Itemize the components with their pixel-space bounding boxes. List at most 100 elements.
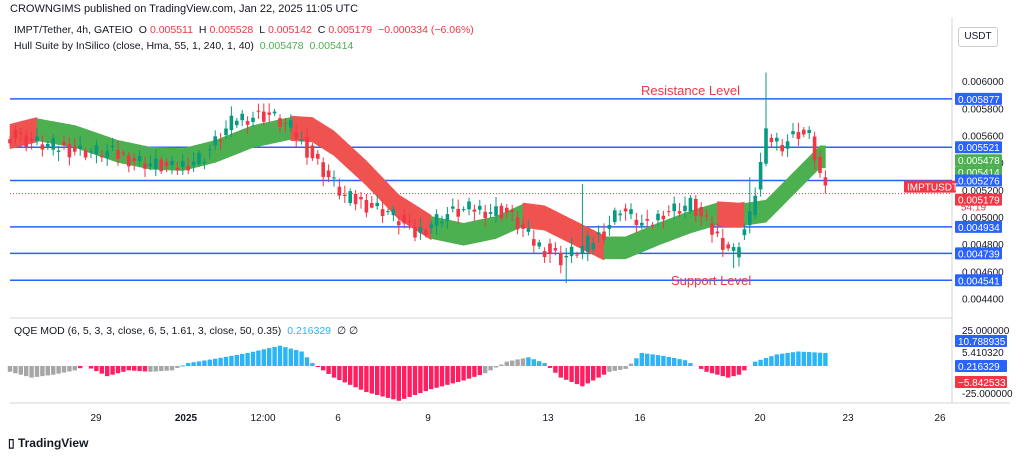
- candle-body: [343, 194, 347, 196]
- hull-band-segment: [177, 148, 184, 171]
- candle-body: [380, 209, 385, 216]
- candle-body: [758, 162, 763, 190]
- hull-band-segment: [204, 141, 211, 166]
- hull-band-segment: [657, 220, 664, 246]
- price-label-box: [955, 247, 1002, 260]
- qqe-histogram-bar: [51, 366, 56, 375]
- candle-body: [445, 214, 450, 221]
- price-tick-label: 0.004800: [962, 240, 1004, 251]
- hull-band-segment: [349, 145, 356, 177]
- candle-body: [467, 201, 471, 210]
- qqe-histogram-bar: [763, 358, 769, 366]
- qqe-histogram-bar: [229, 355, 234, 366]
- candle-body: [186, 165, 190, 171]
- qqe-histogram-bar: [191, 362, 196, 366]
- qqe-histogram-bar: [315, 366, 320, 367]
- qqe-histogram-bar: [353, 366, 358, 388]
- hull-title[interactable]: Hull Suite by InSilico (close, Hma, 55, …: [14, 40, 254, 52]
- hull-band-segment: [344, 140, 351, 172]
- candle-body: [785, 141, 790, 149]
- hull-value-2: 0.005414: [309, 40, 354, 52]
- candle-body: [375, 202, 379, 207]
- hull-band-segment: [603, 236, 610, 260]
- hull-band-segment: [528, 203, 535, 230]
- candle-body: [424, 230, 428, 235]
- symbol-title[interactable]: IMPT/Tether, 4h, GATEIO: [14, 24, 133, 36]
- candle-body: [78, 145, 82, 149]
- qqe-histogram-bar: [580, 366, 585, 387]
- hull-band-segment: [555, 210, 562, 239]
- qqe-histogram-bar: [628, 363, 634, 366]
- qqe-histogram-bar: [758, 359, 763, 366]
- ohlc-high-label: H: [198, 24, 207, 36]
- price-label-text: 0.005521: [958, 143, 1000, 154]
- qqe-histogram-bar: [72, 366, 77, 371]
- candle-body: [640, 222, 644, 226]
- qqe-histogram-bar: [623, 366, 628, 369]
- time-tick-label: 29: [90, 413, 102, 424]
- qqe-histogram-bar: [207, 359, 212, 366]
- qqe-histogram-bar: [153, 366, 158, 372]
- candle-body: [56, 150, 61, 152]
- qqe-histogram-bar: [645, 353, 650, 366]
- candle-body: [618, 213, 622, 216]
- candle-body: [548, 243, 552, 254]
- hull-band-segment: [765, 194, 772, 223]
- candle-body: [607, 225, 612, 229]
- qqe-histogram-bar: [456, 366, 461, 382]
- hull-band-segment: [722, 201, 729, 228]
- qqe-histogram-bar: [56, 366, 61, 374]
- candle-body: [575, 254, 579, 256]
- price-tick-label: 0.005200: [962, 186, 1004, 197]
- candle-body: [262, 111, 266, 122]
- hull-band-segment: [133, 143, 140, 168]
- tradingview-logo[interactable]: ▯ TradingView: [8, 436, 88, 450]
- qqe-histogram-bar: [526, 357, 531, 366]
- candle-body: [775, 137, 779, 142]
- candle-body: [316, 153, 320, 159]
- qqe-histogram-bar: [439, 366, 445, 387]
- qqe-histogram-bar: [132, 366, 137, 371]
- qqe-histogram-bar: [250, 351, 256, 366]
- candle-body: [283, 122, 288, 124]
- candle-body: [218, 140, 223, 142]
- candle-body: [213, 136, 217, 146]
- candle-body: [645, 219, 649, 221]
- hull-band-segment: [474, 219, 481, 244]
- hull-band-segment: [171, 147, 178, 171]
- time-tick-label: 20: [754, 413, 766, 424]
- qqe-title[interactable]: QQE MOD (6, 5, 3, 3, close, 6, 5, 1.61, …: [14, 325, 282, 337]
- candle-body: [40, 144, 45, 150]
- hull-band-segment: [258, 122, 265, 147]
- hull-band-segment: [576, 221, 583, 250]
- candle-body: [51, 138, 55, 150]
- currency-button[interactable]: USDT: [958, 27, 998, 47]
- candle-body: [386, 211, 390, 213]
- hull-band-segment: [263, 121, 270, 146]
- hull-band-segment: [376, 171, 383, 204]
- publisher-header: CROWNGIMS published on TradingView.com, …: [10, 3, 359, 15]
- hull-band-segment: [69, 124, 76, 148]
- candle-body: [100, 155, 104, 158]
- candle-body: [364, 199, 369, 213]
- candle-body: [159, 159, 163, 172]
- candle-body: [83, 150, 88, 158]
- qqe-histogram-bar: [272, 346, 277, 366]
- candle-body: [780, 145, 784, 152]
- candle-body: [742, 229, 747, 236]
- hull-band-segment: [787, 172, 794, 202]
- hull-band-segment: [268, 120, 275, 145]
- hull-band-segment: [673, 214, 680, 240]
- hull-band-segment: [727, 202, 734, 228]
- candle-body: [591, 242, 595, 250]
- qqe-histogram-bar: [769, 356, 774, 366]
- candle-body: [710, 223, 714, 235]
- hull-band-segment: [247, 125, 254, 151]
- hull-band-segment: [538, 204, 545, 231]
- hull-band-segment: [663, 218, 670, 244]
- qqe-histogram-bar: [126, 366, 131, 371]
- hull-band-segment: [641, 227, 648, 253]
- candle-body: [224, 128, 228, 136]
- price-label-box: [955, 141, 1002, 154]
